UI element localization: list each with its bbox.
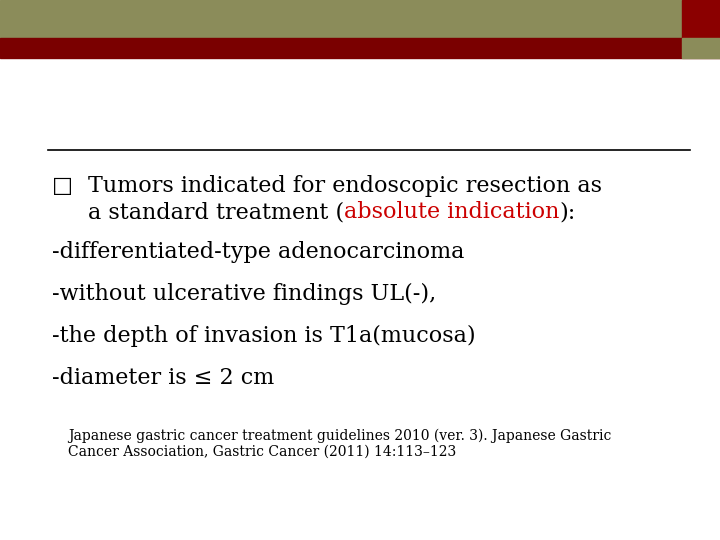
Text: -without ulcerative findings UL(-),: -without ulcerative findings UL(-), — [52, 283, 436, 305]
Text: Japanese gastric cancer treatment guidelines 2010 (ver. 3). Japanese Gastric: Japanese gastric cancer treatment guidel… — [68, 429, 611, 443]
Bar — [0, 0, 682, 38]
Text: a standard treatment (: a standard treatment ( — [88, 201, 344, 223]
Text: ):: ): — [559, 201, 576, 223]
Text: -differentiated-type adenocarcinoma: -differentiated-type adenocarcinoma — [52, 241, 464, 263]
Text: -diameter is ≤ 2 cm: -diameter is ≤ 2 cm — [52, 367, 274, 389]
Text: -the depth of invasion is T1a(mucosa): -the depth of invasion is T1a(mucosa) — [52, 325, 476, 347]
Text: absolute indication: absolute indication — [344, 201, 559, 223]
Bar — [682, 0, 720, 38]
Text: Cancer Association, Gastric Cancer (2011) 14:113–123: Cancer Association, Gastric Cancer (2011… — [68, 445, 456, 459]
Bar — [0, 38, 720, 58]
Text: Tumors indicated for endoscopic resection as: Tumors indicated for endoscopic resectio… — [88, 175, 602, 197]
Bar — [682, 38, 720, 58]
Text: □: □ — [52, 175, 73, 197]
